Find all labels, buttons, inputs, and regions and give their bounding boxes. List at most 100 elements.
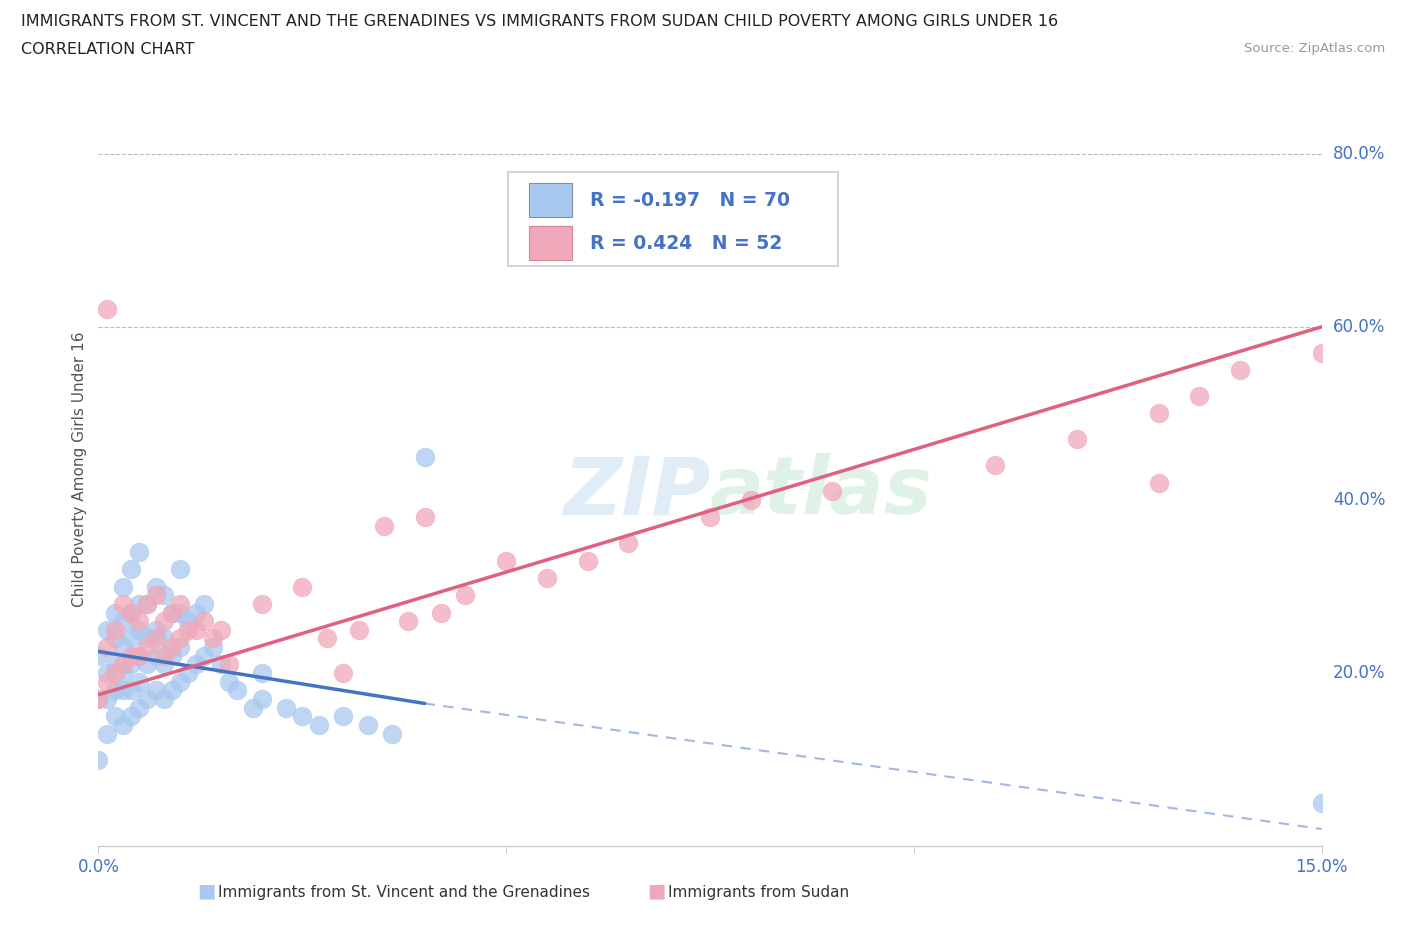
FancyBboxPatch shape xyxy=(529,183,572,217)
Point xyxy=(169,562,191,577)
Point xyxy=(120,648,142,663)
Text: IMMIGRANTS FROM ST. VINCENT AND THE GRENADINES VS IMMIGRANTS FROM SUDAN CHILD PO: IMMIGRANTS FROM ST. VINCENT AND THE GREN… xyxy=(21,14,1059,29)
Point xyxy=(120,562,142,577)
Point xyxy=(152,692,174,707)
Point xyxy=(177,614,200,629)
Point xyxy=(193,596,215,611)
Text: Source: ZipAtlas.com: Source: ZipAtlas.com xyxy=(1244,42,1385,55)
Point xyxy=(96,302,118,317)
Point xyxy=(495,553,517,568)
Text: Immigrants from Sudan: Immigrants from Sudan xyxy=(668,885,849,900)
FancyBboxPatch shape xyxy=(508,172,838,266)
Point xyxy=(740,493,762,508)
Y-axis label: Child Poverty Among Girls Under 16: Child Poverty Among Girls Under 16 xyxy=(72,332,87,607)
Point xyxy=(201,631,224,646)
Point xyxy=(96,726,118,741)
Point xyxy=(128,648,150,663)
Point xyxy=(111,718,134,733)
Point xyxy=(111,683,134,698)
FancyBboxPatch shape xyxy=(529,227,572,260)
Text: 40.0%: 40.0% xyxy=(1333,491,1385,509)
Point xyxy=(413,510,436,525)
Point xyxy=(250,596,273,611)
Point xyxy=(152,614,174,629)
Point xyxy=(128,648,150,663)
Point xyxy=(128,596,150,611)
Point xyxy=(111,596,134,611)
Point xyxy=(1188,389,1211,404)
Point xyxy=(145,631,167,646)
Point xyxy=(274,700,297,715)
Point xyxy=(128,674,150,689)
Point xyxy=(381,726,404,741)
Point xyxy=(104,683,127,698)
Point xyxy=(128,622,150,637)
Point xyxy=(104,605,127,620)
Point xyxy=(120,683,142,698)
Point xyxy=(120,605,142,620)
Text: ■: ■ xyxy=(197,882,215,900)
Text: R = -0.197   N = 70: R = -0.197 N = 70 xyxy=(591,191,790,209)
Point xyxy=(186,605,208,620)
Point xyxy=(128,544,150,559)
Point xyxy=(87,752,110,767)
Point xyxy=(145,648,167,663)
Point xyxy=(193,648,215,663)
Point xyxy=(193,614,215,629)
Point xyxy=(1147,405,1170,420)
Point xyxy=(332,709,354,724)
Point xyxy=(96,674,118,689)
Point xyxy=(209,657,232,671)
Point xyxy=(87,648,110,663)
Point xyxy=(96,622,118,637)
Point xyxy=(136,596,159,611)
Point xyxy=(1066,432,1088,446)
Point xyxy=(96,666,118,681)
Point xyxy=(104,631,127,646)
Point xyxy=(209,622,232,637)
Point xyxy=(169,596,191,611)
Point xyxy=(356,718,378,733)
Point xyxy=(315,631,337,646)
Text: atlas: atlas xyxy=(710,453,932,531)
Point xyxy=(430,605,453,620)
Point xyxy=(111,657,134,671)
Point xyxy=(96,640,118,655)
Point xyxy=(169,674,191,689)
Point xyxy=(152,631,174,646)
Text: R = 0.424   N = 52: R = 0.424 N = 52 xyxy=(591,234,782,253)
Point xyxy=(332,666,354,681)
Point xyxy=(242,700,264,715)
Point xyxy=(120,631,142,646)
Point xyxy=(111,666,134,681)
Point xyxy=(120,657,142,671)
Point xyxy=(984,458,1007,472)
Point xyxy=(536,570,558,585)
Point xyxy=(250,666,273,681)
Point xyxy=(111,640,134,655)
Point xyxy=(218,657,240,671)
Point xyxy=(218,674,240,689)
Point xyxy=(160,640,183,655)
Point xyxy=(160,605,183,620)
Point xyxy=(128,614,150,629)
Point xyxy=(152,657,174,671)
Point xyxy=(145,579,167,594)
Point xyxy=(177,666,200,681)
Point xyxy=(152,588,174,603)
Point xyxy=(291,579,314,594)
Text: 20.0%: 20.0% xyxy=(1333,664,1385,682)
Point xyxy=(821,484,844,498)
Point xyxy=(111,579,134,594)
Point xyxy=(413,449,436,464)
Point xyxy=(169,640,191,655)
Point xyxy=(177,622,200,637)
Point xyxy=(396,614,419,629)
Point xyxy=(136,692,159,707)
Point xyxy=(308,718,330,733)
Point xyxy=(104,709,127,724)
Point xyxy=(160,605,183,620)
Text: 60.0%: 60.0% xyxy=(1333,318,1385,336)
Point xyxy=(186,657,208,671)
Point xyxy=(145,622,167,637)
